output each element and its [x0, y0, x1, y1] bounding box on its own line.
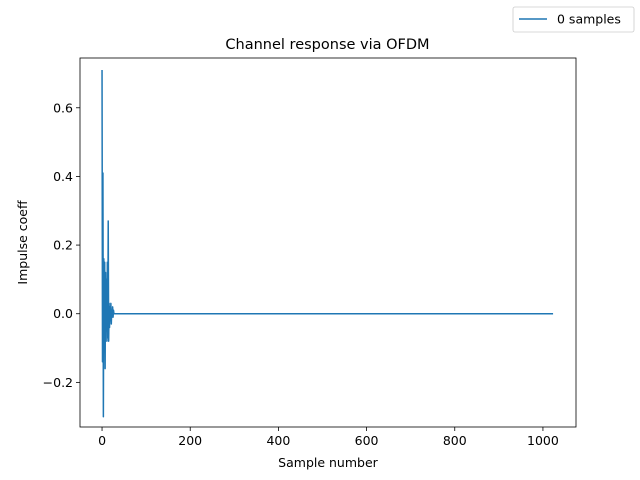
- chart-title: Channel response via OFDM: [225, 37, 429, 53]
- y-tick-label: 0.2: [53, 238, 73, 253]
- x-axis-ticks: 0 200 400 600 800 1000: [98, 427, 559, 448]
- x-tick-label: 200: [178, 433, 202, 448]
- legend[interactable]: 0 samples: [512, 6, 635, 33]
- plot-frame: [79, 57, 577, 428]
- x-axis-label: Sample number: [278, 455, 378, 470]
- x-tick-label: 600: [355, 433, 379, 448]
- x-tick-label: 0: [98, 433, 106, 448]
- series-layer: [101, 70, 554, 418]
- x-tick-label: 400: [266, 433, 290, 448]
- legend-box: [512, 6, 635, 33]
- y-tick-label: 0.4: [53, 169, 73, 184]
- y-tick-label: 0.0: [53, 306, 73, 321]
- plot-area: [79, 57, 577, 428]
- plot-background: [80, 58, 576, 427]
- legend-entry-label: 0 samples: [557, 12, 621, 27]
- x-tick-label: 800: [443, 433, 467, 448]
- series-line-0: [101, 70, 554, 418]
- y-axis-label: Impulse coeff: [15, 200, 30, 285]
- y-tick-label: 0.6: [53, 100, 73, 115]
- y-axis-ticks: −0.2 0.0 0.2 0.4 0.6: [43, 100, 80, 390]
- x-tick-label: 1000: [527, 433, 559, 448]
- y-tick-label: −0.2: [43, 375, 73, 390]
